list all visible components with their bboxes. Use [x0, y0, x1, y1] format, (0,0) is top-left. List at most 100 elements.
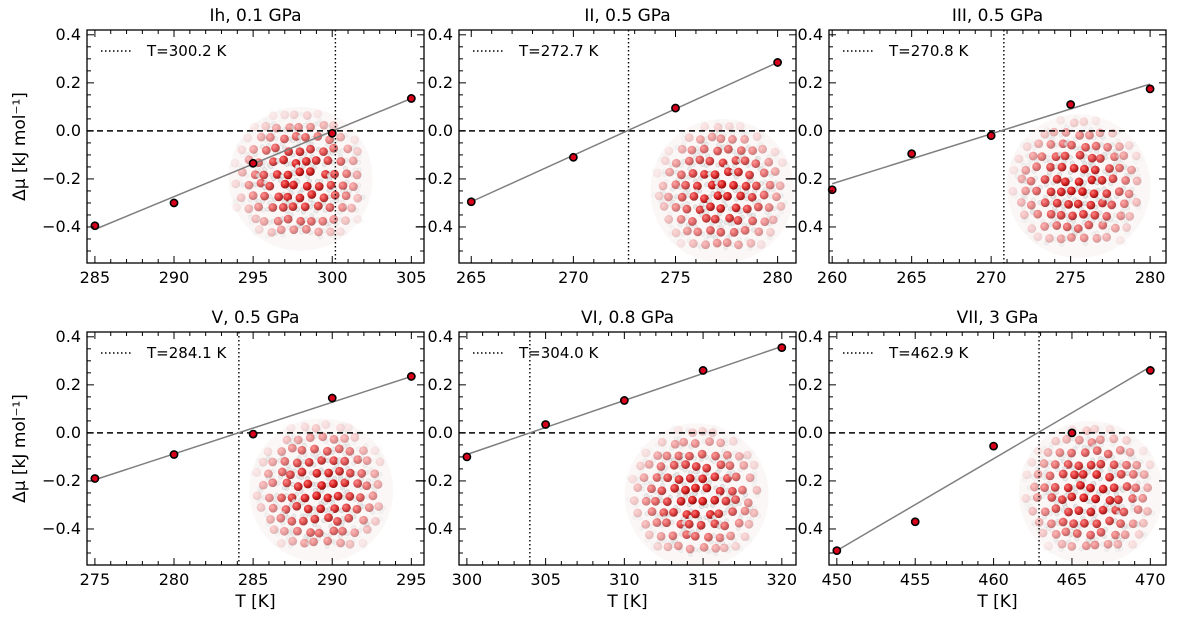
data-point — [671, 103, 680, 113]
data-point — [169, 450, 179, 459]
y-tick-label: 0.4 — [56, 327, 81, 346]
panel-title: V, 0.5 GPa — [212, 308, 300, 328]
x-tick-label: 315 — [688, 570, 719, 589]
x-tick-label: 275 — [80, 570, 111, 589]
fit-line — [836, 366, 1151, 552]
x-tick-label: 295 — [238, 268, 269, 287]
data-point — [619, 396, 629, 405]
x-tick-label: 460 — [978, 570, 1009, 589]
panel-2: 265 270 275 280 −0.4 −0.2 0.0 0.2 0.4 II, 0.5 GPa… — [414, 6, 797, 287]
x-tick-label: 265 — [456, 268, 487, 287]
y-tick-label: 0.2 — [56, 73, 81, 92]
y-tick-label: −0.4 — [414, 519, 453, 538]
plot-frame — [86, 29, 425, 264]
x-tick-label: 320 — [767, 570, 798, 589]
panel-title: III, 0.5 GPa — [952, 6, 1043, 26]
data-point — [169, 198, 179, 208]
x-tick-label: 260 — [817, 268, 848, 287]
x-tick-label: 295 — [396, 570, 427, 589]
panel-4: 275 280 285 290 295 −0.4 −0.2 0.0 0.2 0.4 V, 0.5 G… — [10, 308, 427, 612]
data-point — [1145, 366, 1155, 375]
y-tick-label: −0.2 — [42, 471, 81, 490]
y-tick-label: −0.2 — [784, 471, 823, 490]
plot-frame — [458, 331, 797, 566]
plot-frame — [828, 29, 1167, 264]
data-point — [406, 94, 416, 103]
data-point — [907, 149, 917, 159]
x-tick-label: 275 — [1055, 268, 1086, 287]
legend-label: T=272.7 K — [518, 42, 599, 60]
x-tick-label: 300 — [317, 268, 348, 287]
x-tick-label: 275 — [660, 268, 691, 287]
ice-structure-image — [650, 118, 795, 263]
y-tick-label: 0.4 — [428, 25, 453, 44]
y-tick-label: 0.0 — [428, 423, 453, 442]
y-tick-label: −0.4 — [42, 217, 81, 236]
x-tick-label: 285 — [80, 268, 111, 287]
panel-title: VII, 3 GPa — [957, 308, 1039, 328]
panel-title: Ih, 0.1 GPa — [209, 6, 301, 26]
y-tick-label: −0.4 — [42, 519, 81, 538]
ice-structure-image — [624, 423, 769, 565]
data-point — [90, 221, 100, 231]
data-point — [986, 131, 996, 141]
y-tick-label: −0.2 — [42, 169, 81, 188]
x-tick-label: 310 — [609, 570, 640, 589]
x-tick-label: 285 — [238, 570, 269, 589]
legend-label: T=462.9 K — [888, 344, 969, 362]
y-tick-label: −0.2 — [414, 169, 453, 188]
data-point — [1067, 428, 1077, 438]
y-tick-label: −0.2 — [414, 471, 453, 490]
x-tick-label: 270 — [976, 268, 1007, 287]
y-tick-label: 0.4 — [56, 25, 81, 44]
panel-title: II, 0.5 GPa — [584, 6, 670, 26]
x-tick-label: 280 — [1135, 268, 1166, 287]
x-tick-label: 290 — [317, 570, 348, 589]
data-point — [327, 393, 337, 403]
panel-6: 450 455 460 465 470 −0.4 −0.2 0.0 0.2 0.4 VII, 3 G… — [784, 308, 1167, 612]
x-tick-label: 280 — [762, 268, 793, 287]
y-tick-label: −0.2 — [784, 169, 823, 188]
data-point — [462, 452, 472, 462]
y-tick-label: 0.2 — [428, 375, 453, 394]
plot-frame — [458, 29, 797, 264]
x-tick-label: 290 — [159, 268, 190, 287]
legend-label: T=304.0 K — [518, 344, 599, 362]
panel-5: 300 305 310 315 320 −0.4 −0.2 0.0 0.2 0.4 VI, 0.8 … — [414, 308, 797, 612]
y-tick-label: 0.4 — [798, 327, 823, 346]
x-tick-label: 470 — [1135, 570, 1166, 589]
ice-structure-image — [228, 106, 373, 251]
x-tick-label: 305 — [530, 570, 561, 589]
y-tick-label: 0.0 — [56, 121, 81, 140]
y-tick-label: 0.0 — [798, 423, 823, 442]
data-point — [466, 197, 476, 207]
x-tick-label: 465 — [1057, 570, 1088, 589]
x-tick-label: 270 — [558, 268, 589, 287]
ice-structure-image — [248, 418, 394, 563]
ice-structure-image — [1006, 113, 1151, 259]
plot-frame — [828, 331, 1167, 566]
y-axis-label: Δμ [kJ mol⁻¹] — [10, 394, 30, 503]
data-point — [568, 152, 578, 162]
legend-label: T=300.2 K — [146, 42, 227, 60]
y-tick-label: 0.2 — [798, 73, 823, 92]
data-point — [910, 517, 920, 527]
y-tick-label: 0.4 — [428, 327, 453, 346]
data-point — [1066, 100, 1076, 109]
x-tick-label: 450 — [822, 570, 853, 589]
data-point — [1145, 84, 1155, 94]
x-axis-label: T [K] — [234, 592, 275, 612]
x-axis-label: T [K] — [606, 592, 647, 612]
plot-frame — [86, 331, 425, 566]
panel-title: VI, 0.8 GPa — [581, 308, 674, 328]
data-point — [248, 429, 258, 439]
y-tick-label: 0.2 — [798, 375, 823, 394]
data-point — [698, 366, 708, 375]
data-point — [832, 546, 842, 555]
y-tick-label: −0.4 — [784, 519, 823, 538]
x-tick-label: 280 — [159, 570, 190, 589]
data-point — [406, 372, 416, 381]
fit-line — [470, 61, 778, 203]
panel-3: 260 265 270 275 280 −0.4 −0.2 0.0 0.2 0.4 III, 0.5… — [784, 6, 1167, 287]
ice-structure-image — [1018, 420, 1163, 565]
